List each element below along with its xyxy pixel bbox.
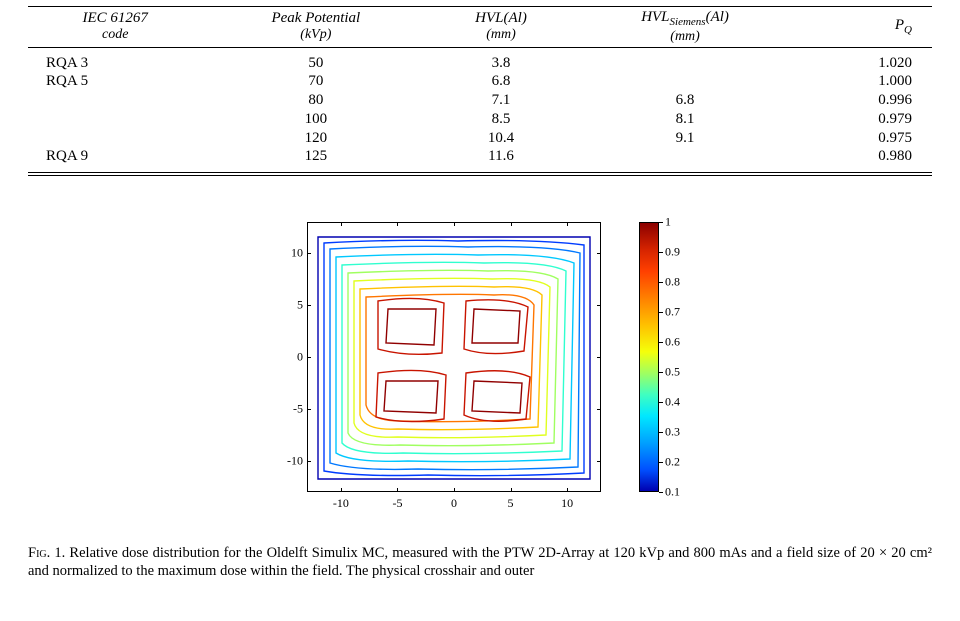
table-row: RQA 912511.6 0.980 bbox=[28, 147, 932, 172]
cell-hvl: 7.1 bbox=[429, 91, 572, 110]
table-row: RQA 5706.8 1.000 bbox=[28, 72, 932, 91]
th-text: IEC 61267 bbox=[82, 10, 147, 26]
cell-hvl: 10.4 bbox=[429, 129, 572, 148]
figure-caption: Fig. 1. Relative dose distribution for t… bbox=[28, 544, 932, 580]
contour-level bbox=[366, 295, 534, 422]
th-text: (mm) bbox=[435, 27, 566, 43]
plot-frame bbox=[307, 222, 601, 492]
th-text: (kVp) bbox=[208, 27, 423, 43]
colorbar-tick-label: 0.2 bbox=[665, 455, 680, 470]
table-row: 807.16.80.996 bbox=[28, 91, 932, 110]
cell-pq: 1.020 bbox=[797, 47, 932, 72]
th-kvp: Peak Potential (kVp) bbox=[202, 7, 429, 48]
cell-code bbox=[28, 91, 202, 110]
colorbar: 0.10.20.30.40.50.60.70.80.91 bbox=[639, 222, 699, 504]
cell-hvl: 8.5 bbox=[429, 110, 572, 129]
th-hvl-siemens: HVLSiemens(Al) (mm) bbox=[573, 7, 798, 48]
cell-kvp: 50 bbox=[202, 47, 429, 72]
cell-kvp: 100 bbox=[202, 110, 429, 129]
figure-panel: -10 -5 0 5 10 -10 -5 0 5 10 0.1 0.2 0.3 0.4 0.5 0.6 0.… bbox=[261, 216, 699, 526]
cell-kvp: 120 bbox=[202, 129, 429, 148]
cell-pq: 0.996 bbox=[797, 91, 932, 110]
cell-code: RQA 3 bbox=[28, 47, 202, 72]
cell-hvls bbox=[573, 72, 798, 91]
cell-hvls: 9.1 bbox=[573, 129, 798, 148]
contour-level bbox=[384, 309, 522, 413]
x-tick-label: -5 bbox=[392, 496, 402, 511]
cell-hvls: 8.1 bbox=[573, 110, 798, 129]
hvl-table: IEC 61267 code Peak Potential (kVp) HVL(… bbox=[28, 6, 932, 172]
colorbar-tick-label: 0.7 bbox=[665, 305, 680, 320]
colorbar-gradient bbox=[639, 222, 659, 492]
x-tick-label: 5 bbox=[508, 496, 514, 511]
colorbar-tick-label: 0.3 bbox=[665, 425, 680, 440]
cell-pq: 0.980 bbox=[797, 147, 932, 172]
cell-pq: 1.000 bbox=[797, 72, 932, 91]
contour-plot: -10 -5 0 5 10 -10 -5 0 5 10 bbox=[261, 216, 621, 526]
cell-code: RQA 9 bbox=[28, 147, 202, 172]
table-bottom-rule bbox=[28, 172, 932, 176]
contour-level bbox=[354, 279, 550, 438]
colorbar-tick-label: 0.5 bbox=[665, 365, 680, 380]
cell-hvl: 6.8 bbox=[429, 72, 572, 91]
colorbar-tick-label: 0.6 bbox=[665, 335, 680, 350]
th-text: (mm) bbox=[579, 29, 792, 45]
cell-pq: 0.979 bbox=[797, 110, 932, 129]
contour-level bbox=[360, 287, 542, 430]
colorbar-tick-label: 1 bbox=[665, 215, 671, 230]
cell-code bbox=[28, 110, 202, 129]
colorbar-tick-label: 0.4 bbox=[665, 395, 680, 410]
paper-page: IEC 61267 code Peak Potential (kVp) HVL(… bbox=[0, 0, 960, 621]
cell-kvp: 125 bbox=[202, 147, 429, 172]
cell-hvls bbox=[573, 147, 798, 172]
cell-pq: 0.975 bbox=[797, 129, 932, 148]
cell-code bbox=[28, 129, 202, 148]
cell-hvl: 11.6 bbox=[429, 147, 572, 172]
table-body: RQA 3503.81.020RQA 5706.81.000807.16.80.… bbox=[28, 47, 932, 172]
th-text: PQ bbox=[895, 17, 912, 33]
y-tick-label: -5 bbox=[273, 402, 303, 417]
colorbar-tick-label: 0.1 bbox=[665, 485, 680, 500]
x-tick-label: 10 bbox=[561, 496, 573, 511]
contour-level bbox=[336, 255, 574, 462]
caption-text: Relative dose distribution for the Oldel… bbox=[28, 545, 932, 579]
figure-wrap: -10 -5 0 5 10 -10 -5 0 5 10 0.1 0.2 0.3 0.4 0.5 0.6 0.… bbox=[28, 216, 932, 526]
y-tick-label: 0 bbox=[273, 350, 303, 365]
cell-code: RQA 5 bbox=[28, 72, 202, 91]
table-row: 1008.58.10.979 bbox=[28, 110, 932, 129]
th-text: HVL(Al) bbox=[475, 10, 527, 26]
x-tick-label: 0 bbox=[451, 496, 457, 511]
colorbar-tick-label: 0.9 bbox=[665, 245, 680, 260]
th-hvl: HVL(Al) (mm) bbox=[429, 7, 572, 48]
table-row: 12010.49.10.975 bbox=[28, 129, 932, 148]
colorbar-tick-label: 0.8 bbox=[665, 275, 680, 290]
y-tick-label: -10 bbox=[273, 454, 303, 469]
th-code: IEC 61267 code bbox=[28, 7, 202, 48]
cell-kvp: 70 bbox=[202, 72, 429, 91]
contour-svg bbox=[308, 223, 600, 491]
y-tick-label: 10 bbox=[273, 246, 303, 261]
contour-level bbox=[376, 299, 530, 422]
table-row: RQA 3503.8 1.020 bbox=[28, 47, 932, 72]
cell-hvl: 3.8 bbox=[429, 47, 572, 72]
th-text: HVLSiemens(Al) bbox=[641, 9, 729, 25]
cell-hvls bbox=[573, 47, 798, 72]
y-tick-label: 5 bbox=[273, 298, 303, 313]
contour-level bbox=[324, 241, 584, 476]
th-text: Peak Potential bbox=[271, 10, 360, 26]
th-pq: PQ bbox=[797, 7, 932, 48]
th-text: code bbox=[34, 27, 196, 43]
cell-kvp: 80 bbox=[202, 91, 429, 110]
figure-number: Fig. 1. bbox=[28, 545, 65, 561]
cell-hvls: 6.8 bbox=[573, 91, 798, 110]
x-tick-label: -10 bbox=[333, 496, 349, 511]
